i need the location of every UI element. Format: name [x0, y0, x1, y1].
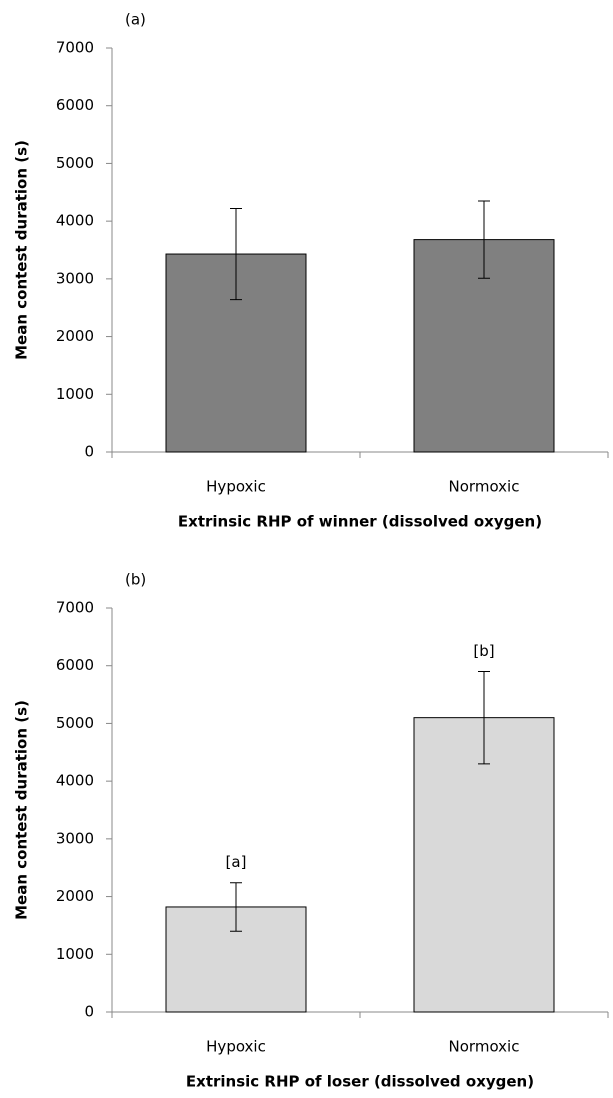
error-bar	[230, 207, 242, 301]
chart-title: (b)	[125, 571, 146, 589]
error-bar	[478, 200, 490, 279]
y-axis-title: Mean contest duration (s)	[13, 700, 31, 920]
x-axis-title: Extrinsic RHP of winner (dissolved oxyge…	[178, 513, 542, 531]
y-tick-label: 0	[84, 443, 94, 461]
y-tick-label: 1000	[56, 945, 94, 963]
y-tick-label: 5000	[56, 154, 94, 172]
error-bar	[230, 882, 242, 932]
y-tick-label: 1000	[56, 385, 94, 403]
y-tick-label: 7000	[56, 39, 94, 57]
y-tick-label: 6000	[56, 96, 94, 114]
y-tick-label: 0	[84, 1003, 94, 1021]
y-tick-label: 6000	[56, 656, 94, 674]
error-bar	[478, 670, 490, 765]
chart: (b) Mean contest duration (s) Extrinsic RH…	[13, 571, 609, 1091]
y-tick-label: 2000	[56, 887, 94, 905]
y-tick-label: 4000	[56, 212, 94, 230]
y-axis-title: Mean contest duration (s)	[13, 140, 31, 360]
x-tick-label: Hypoxic	[206, 478, 266, 496]
y-tick-label: 3000	[56, 829, 94, 847]
y-tick-label: 4000	[56, 772, 94, 790]
annotation: [b]	[473, 642, 494, 660]
x-tick-label: Hypoxic	[206, 1038, 266, 1056]
y-tick-label: 7000	[56, 599, 94, 617]
y-tick-label: 2000	[56, 327, 94, 345]
y-tick-label: 3000	[56, 269, 94, 287]
x-axis-title: Extrinsic RHP of loser (dissolved oxygen…	[186, 1073, 534, 1091]
chart-title: (a)	[125, 11, 146, 29]
x-tick-label: Normoxic	[449, 1038, 520, 1056]
y-tick-label: 5000	[56, 714, 94, 732]
bar	[413, 717, 555, 1013]
x-tick-label: Normoxic	[449, 478, 520, 496]
chart: (a) Mean contest duration (s) Extrinsic RH…	[13, 11, 609, 531]
annotation: [a]	[226, 853, 247, 871]
